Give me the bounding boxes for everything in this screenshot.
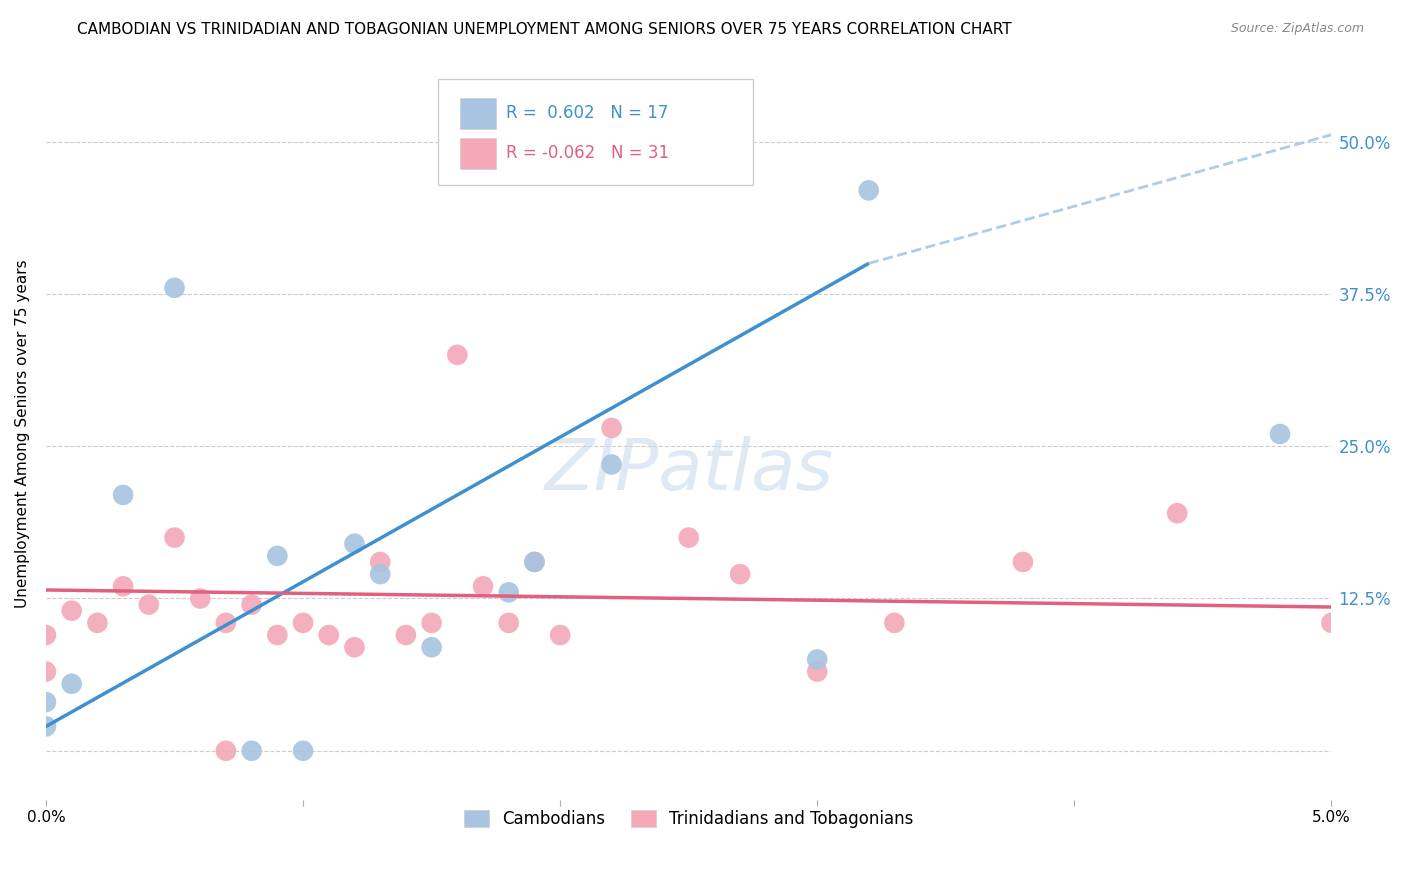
Point — [1320, 615, 1343, 630]
Text: ZIPatlas: ZIPatlas — [544, 436, 834, 505]
Point — [240, 744, 263, 758]
Point — [163, 531, 186, 545]
Point — [678, 531, 700, 545]
FancyBboxPatch shape — [460, 138, 496, 169]
Point — [86, 615, 108, 630]
Point — [163, 281, 186, 295]
Point — [395, 628, 418, 642]
Point — [35, 719, 58, 733]
Point — [343, 536, 366, 550]
Point — [240, 598, 263, 612]
Point — [420, 640, 443, 655]
FancyBboxPatch shape — [439, 79, 754, 186]
Point — [883, 615, 905, 630]
Text: R = -0.062   N = 31: R = -0.062 N = 31 — [506, 145, 669, 162]
Point — [806, 665, 828, 679]
Point — [112, 579, 135, 593]
Text: R =  0.602   N = 17: R = 0.602 N = 17 — [506, 104, 668, 122]
Point — [343, 640, 366, 655]
Point — [60, 677, 83, 691]
Point — [215, 615, 238, 630]
Point — [368, 567, 391, 582]
Legend: Cambodians, Trinidadians and Tobagonians: Cambodians, Trinidadians and Tobagonians — [457, 804, 920, 835]
Point — [188, 591, 211, 606]
Point — [368, 555, 391, 569]
Point — [1166, 506, 1188, 520]
Point — [266, 628, 288, 642]
Text: Source: ZipAtlas.com: Source: ZipAtlas.com — [1230, 22, 1364, 36]
Point — [498, 585, 520, 599]
Point — [292, 615, 315, 630]
Text: CAMBODIAN VS TRINIDADIAN AND TOBAGONIAN UNEMPLOYMENT AMONG SENIORS OVER 75 YEARS: CAMBODIAN VS TRINIDADIAN AND TOBAGONIAN … — [77, 22, 1012, 37]
Point — [498, 615, 520, 630]
Point — [60, 604, 83, 618]
Point — [523, 555, 546, 569]
Point — [1012, 555, 1035, 569]
Point — [600, 458, 623, 472]
Point — [112, 488, 135, 502]
Point — [215, 744, 238, 758]
Point — [318, 628, 340, 642]
Point — [858, 183, 880, 197]
Point — [472, 579, 495, 593]
Y-axis label: Unemployment Among Seniors over 75 years: Unemployment Among Seniors over 75 years — [15, 260, 30, 608]
Point — [138, 598, 160, 612]
Point — [35, 695, 58, 709]
FancyBboxPatch shape — [460, 98, 496, 129]
Point — [523, 555, 546, 569]
Point — [806, 652, 828, 666]
Point — [266, 549, 288, 563]
Point — [35, 628, 58, 642]
Point — [446, 348, 468, 362]
Point — [292, 744, 315, 758]
Point — [728, 567, 751, 582]
Point — [420, 615, 443, 630]
Point — [1268, 427, 1291, 442]
Point — [600, 421, 623, 435]
Point — [548, 628, 571, 642]
Point — [35, 665, 58, 679]
